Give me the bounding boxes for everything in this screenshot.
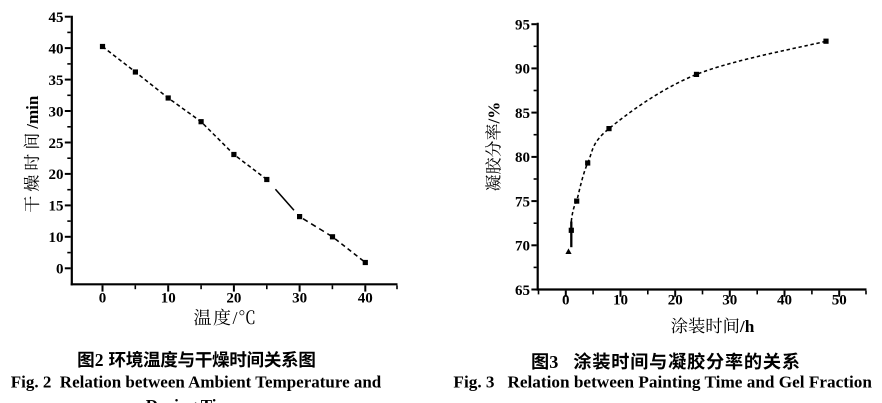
svg-text:80: 80 — [515, 150, 530, 166]
svg-text:Drying Time: Drying Time — [146, 396, 239, 403]
svg-text:30: 30 — [722, 293, 737, 309]
svg-text:30: 30 — [292, 290, 307, 306]
svg-text:40: 40 — [777, 293, 792, 309]
svg-text:/%: /% — [485, 102, 504, 125]
svg-text:0: 0 — [99, 290, 107, 306]
svg-text:35: 35 — [49, 73, 64, 89]
svg-text:85: 85 — [515, 106, 530, 122]
svg-text:95: 95 — [515, 18, 530, 34]
svg-text:75: 75 — [515, 194, 530, 210]
svg-text:0: 0 — [56, 262, 64, 278]
svg-text:20: 20 — [49, 167, 64, 183]
svg-text:25: 25 — [49, 136, 64, 152]
svg-text:/min: /min — [23, 95, 42, 130]
svg-text:10: 10 — [49, 230, 64, 246]
svg-text:Fig. 2 Relation between Ambie: Fig. 2 Relation between Ambient Temperat… — [11, 372, 382, 391]
svg-text:20: 20 — [668, 293, 683, 309]
svg-text:2: 2 — [95, 350, 104, 370]
svg-text:3: 3 — [549, 352, 558, 372]
svg-text:10: 10 — [613, 293, 628, 309]
svg-text:65: 65 — [515, 283, 530, 299]
svg-text:90: 90 — [515, 62, 530, 78]
svg-text:/: / — [233, 308, 238, 328]
svg-text:40: 40 — [358, 290, 373, 306]
svg-text:10: 10 — [161, 290, 176, 306]
svg-text:45: 45 — [49, 10, 64, 26]
svg-text:15: 15 — [49, 199, 64, 215]
svg-text:20: 20 — [226, 290, 241, 306]
svg-text:Fig. 3 Relation between Pain: Fig. 3 Relation between Painting Time an… — [453, 372, 872, 391]
svg-text:50: 50 — [832, 293, 847, 309]
svg-text:0: 0 — [562, 293, 570, 309]
svg-text:30: 30 — [49, 104, 64, 120]
svg-text:70: 70 — [515, 239, 530, 255]
svg-text:/h: /h — [739, 317, 755, 336]
svg-text:40: 40 — [49, 41, 64, 57]
